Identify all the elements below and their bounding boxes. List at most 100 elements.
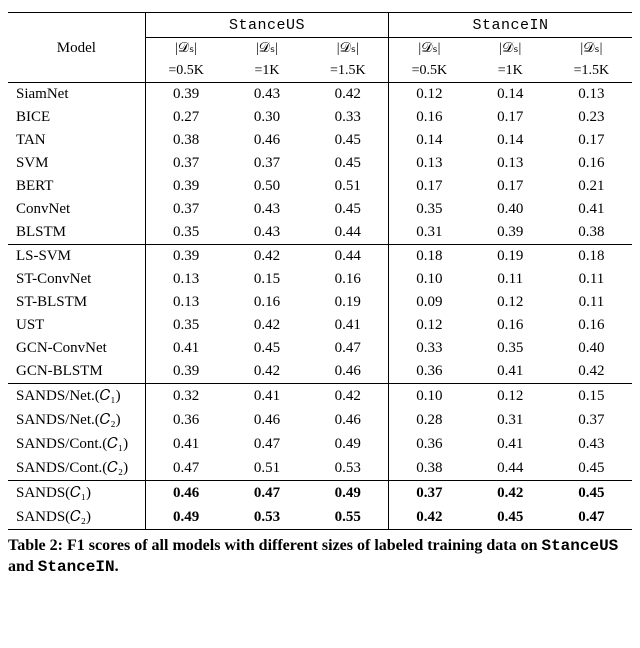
value-cell: 0.35: [389, 198, 470, 221]
value-cell: 0.37: [551, 408, 632, 432]
model-cell: SANDS/Net.(𝐶₁): [8, 384, 145, 409]
value-cell: 0.11: [470, 268, 551, 291]
value-cell: 0.36: [389, 360, 470, 384]
table-row: SANDS/Net.(𝐶₁)0.320.410.420.100.120.15: [8, 384, 632, 409]
caption-text: .: [115, 558, 119, 575]
group-header-in: StanceIN: [389, 13, 632, 38]
value-cell: 0.42: [308, 384, 389, 409]
value-cell: 0.39: [145, 360, 226, 384]
value-cell: 0.45: [470, 505, 551, 530]
value-cell: 0.46: [226, 408, 307, 432]
value-cell: 0.17: [389, 175, 470, 198]
value-cell: 0.10: [389, 268, 470, 291]
value-cell: 0.41: [308, 314, 389, 337]
value-cell: 0.39: [145, 175, 226, 198]
value-cell: 0.35: [145, 221, 226, 245]
model-cell: BLSTM: [8, 221, 145, 245]
value-cell: 0.37: [389, 481, 470, 506]
value-cell: 0.42: [226, 314, 307, 337]
table-row: GCN-ConvNet0.410.450.470.330.350.40: [8, 337, 632, 360]
model-cell: SANDS/Cont.(𝐶₁): [8, 432, 145, 456]
value-cell: 0.46: [308, 408, 389, 432]
value-cell: 0.16: [551, 314, 632, 337]
value-cell: 0.16: [389, 106, 470, 129]
model-cell: BERT: [8, 175, 145, 198]
model-cell: LS-SVM: [8, 245, 145, 269]
sub-header: |𝒟ₛ|: [389, 38, 470, 61]
value-cell: 0.41: [145, 432, 226, 456]
value-cell: 0.37: [145, 152, 226, 175]
table-row: LS-SVM0.390.420.440.180.190.18: [8, 245, 632, 269]
value-cell: 0.19: [308, 291, 389, 314]
group-header-us: StanceUS: [145, 13, 388, 38]
value-cell: 0.37: [145, 198, 226, 221]
value-cell: 0.35: [145, 314, 226, 337]
value-cell: 0.13: [145, 291, 226, 314]
table-row: SANDS/Cont.(𝐶₂)0.470.510.530.380.440.45: [8, 456, 632, 481]
value-cell: 0.12: [389, 83, 470, 107]
value-cell: 0.17: [470, 175, 551, 198]
table-body: SiamNet0.390.430.420.120.140.13BICE0.270…: [8, 83, 632, 530]
value-cell: 0.46: [308, 360, 389, 384]
sub-header: =1K: [470, 60, 551, 83]
sub-header: =1K: [226, 60, 307, 83]
value-cell: 0.45: [226, 337, 307, 360]
model-cell: GCN-BLSTM: [8, 360, 145, 384]
value-cell: 0.28: [389, 408, 470, 432]
value-cell: 0.09: [389, 291, 470, 314]
value-cell: 0.42: [308, 83, 389, 107]
value-cell: 0.40: [470, 198, 551, 221]
value-cell: 0.14: [470, 129, 551, 152]
value-cell: 0.14: [470, 83, 551, 107]
caption-dataset: StanceIN: [38, 558, 115, 576]
value-cell: 0.36: [389, 432, 470, 456]
value-cell: 0.42: [226, 360, 307, 384]
model-cell: GCN-ConvNet: [8, 337, 145, 360]
table-header: Model StanceUS StanceIN |𝒟ₛ| |𝒟ₛ| |𝒟ₛ| |…: [8, 13, 632, 83]
sub-header: |𝒟ₛ|: [145, 38, 226, 61]
value-cell: 0.35: [470, 337, 551, 360]
table-row: ST-BLSTM0.130.160.190.090.120.11: [8, 291, 632, 314]
model-cell: SVM: [8, 152, 145, 175]
value-cell: 0.47: [145, 456, 226, 481]
model-cell: ConvNet: [8, 198, 145, 221]
value-cell: 0.12: [470, 291, 551, 314]
value-cell: 0.21: [551, 175, 632, 198]
table-row: SANDS(𝐶₂)0.490.530.550.420.450.47: [8, 505, 632, 530]
value-cell: 0.14: [389, 129, 470, 152]
value-cell: 0.42: [551, 360, 632, 384]
value-cell: 0.10: [389, 384, 470, 409]
value-cell: 0.41: [470, 360, 551, 384]
table-row: SANDS(𝐶₁)0.460.470.490.370.420.45: [8, 481, 632, 506]
caption-dataset: StanceUS: [541, 537, 618, 555]
value-cell: 0.17: [551, 129, 632, 152]
value-cell: 0.38: [389, 456, 470, 481]
value-cell: 0.13: [389, 152, 470, 175]
sub-header: =1.5K: [308, 60, 389, 83]
table-row: BERT0.390.500.510.170.170.21: [8, 175, 632, 198]
value-cell: 0.41: [226, 384, 307, 409]
value-cell: 0.11: [551, 291, 632, 314]
sub-header: =0.5K: [389, 60, 470, 83]
value-cell: 0.17: [470, 106, 551, 129]
sub-header: |𝒟ₛ|: [308, 38, 389, 61]
value-cell: 0.43: [551, 432, 632, 456]
value-cell: 0.45: [308, 129, 389, 152]
sub-header: |𝒟ₛ|: [226, 38, 307, 61]
value-cell: 0.39: [470, 221, 551, 245]
table-row: UST0.350.420.410.120.160.16: [8, 314, 632, 337]
value-cell: 0.42: [470, 481, 551, 506]
value-cell: 0.44: [308, 245, 389, 269]
value-cell: 0.55: [308, 505, 389, 530]
value-cell: 0.51: [308, 175, 389, 198]
value-cell: 0.11: [551, 268, 632, 291]
table-row: ST-ConvNet0.130.150.160.100.110.11: [8, 268, 632, 291]
model-cell: SiamNet: [8, 83, 145, 107]
table-row: SANDS/Net.(𝐶₂)0.360.460.460.280.310.37: [8, 408, 632, 432]
value-cell: 0.50: [226, 175, 307, 198]
value-cell: 0.47: [308, 337, 389, 360]
value-cell: 0.13: [470, 152, 551, 175]
model-header: Model: [8, 13, 145, 83]
model-cell: SANDS/Cont.(𝐶₂): [8, 456, 145, 481]
value-cell: 0.49: [145, 505, 226, 530]
